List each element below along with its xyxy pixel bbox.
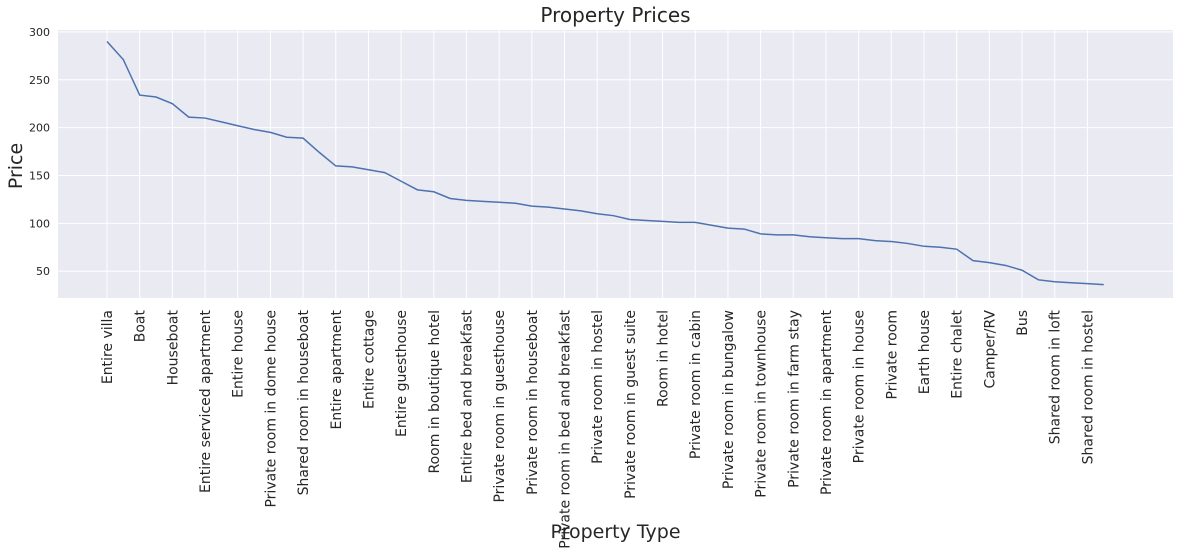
x-tick-label: Entire cottage	[361, 310, 377, 409]
x-tick-label: Earth house	[917, 310, 933, 394]
x-tick-label: Entire bed and breakfast	[459, 310, 475, 484]
y-tick-label: 150	[29, 169, 50, 182]
chart-title: Property Prices	[540, 3, 690, 27]
x-tick-label: Private room in farm stay	[786, 310, 802, 488]
x-axis-label: Property Type	[550, 521, 680, 543]
x-tick-label: Entire villa	[100, 310, 116, 384]
x-tick-label: Private room in bungalow	[721, 310, 737, 489]
y-tick-labels: 50 100 150 200 250 300	[29, 26, 50, 278]
x-tick-label: Bus	[1015, 310, 1031, 336]
x-tick-label: Private room in house	[852, 310, 868, 463]
price-line	[106, 40, 1104, 286]
x-tick-label: Private room in cabin	[688, 310, 704, 459]
x-tick-label: Private room in houseboat	[525, 310, 541, 495]
y-axis-label: Price	[5, 143, 27, 189]
plot-background	[58, 30, 1173, 298]
x-tick-label: Private room in dome house	[263, 310, 279, 508]
x-tick-label: Room in boutique hotel	[427, 310, 443, 474]
x-tick-label: Camper/RV	[982, 310, 998, 389]
x-tick-label: Private room in guest suite	[623, 310, 639, 499]
x-tick-label: Private room in townhouse	[754, 310, 770, 498]
x-tick-label: Private room in bed and breakfast	[558, 310, 574, 548]
x-tick-label: Private room in guesthouse	[492, 310, 508, 503]
y-tick-label: 250	[29, 74, 50, 87]
x-tick-label: Entire apartment	[329, 309, 345, 429]
x-tick-label: Private room in hostel	[590, 310, 606, 464]
x-tick-label: Shared room in loft	[1048, 309, 1064, 444]
x-tick-label: Entire guesthouse	[394, 310, 410, 437]
x-tick-label: Houseboat	[165, 310, 181, 386]
x-tick-label: Private room in apartment	[819, 309, 835, 495]
x-tick-label: Room in hotel	[656, 310, 672, 407]
y-tick-label: 100	[29, 217, 50, 230]
x-tick-label: Boat	[133, 310, 149, 343]
y-tick-label: 50	[36, 265, 50, 278]
x-tick-label: Shared room in hostel	[1080, 310, 1096, 464]
x-tick-label: Private room	[884, 310, 900, 399]
x-tick-label: Entire chalet	[950, 310, 966, 399]
x-tick-label: Entire house	[231, 310, 247, 398]
y-tick-label: 300	[29, 26, 50, 39]
y-tick-label: 200	[29, 122, 50, 135]
grid	[58, 30, 1173, 298]
x-tick-labels: Entire villa Boat Houseboat Entire serviced…	[100, 309, 1096, 548]
x-tick-label: Entire serviced apartment	[198, 309, 214, 493]
x-tick-label: Shared room in houseboat	[296, 309, 312, 495]
